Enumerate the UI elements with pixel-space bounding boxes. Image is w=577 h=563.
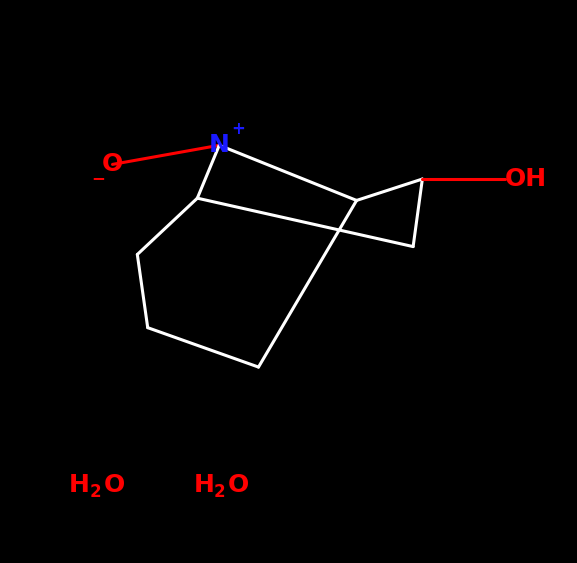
- Text: O: O: [104, 473, 125, 497]
- Text: O: O: [102, 153, 123, 176]
- Text: OH: OH: [505, 167, 547, 191]
- Text: 2: 2: [213, 483, 225, 501]
- Text: 2: 2: [89, 483, 101, 501]
- Text: H: H: [69, 473, 90, 497]
- Text: +: +: [231, 120, 245, 138]
- Text: O: O: [228, 473, 249, 497]
- Text: N: N: [209, 133, 230, 157]
- Text: H: H: [193, 473, 214, 497]
- Text: −: −: [91, 169, 105, 187]
